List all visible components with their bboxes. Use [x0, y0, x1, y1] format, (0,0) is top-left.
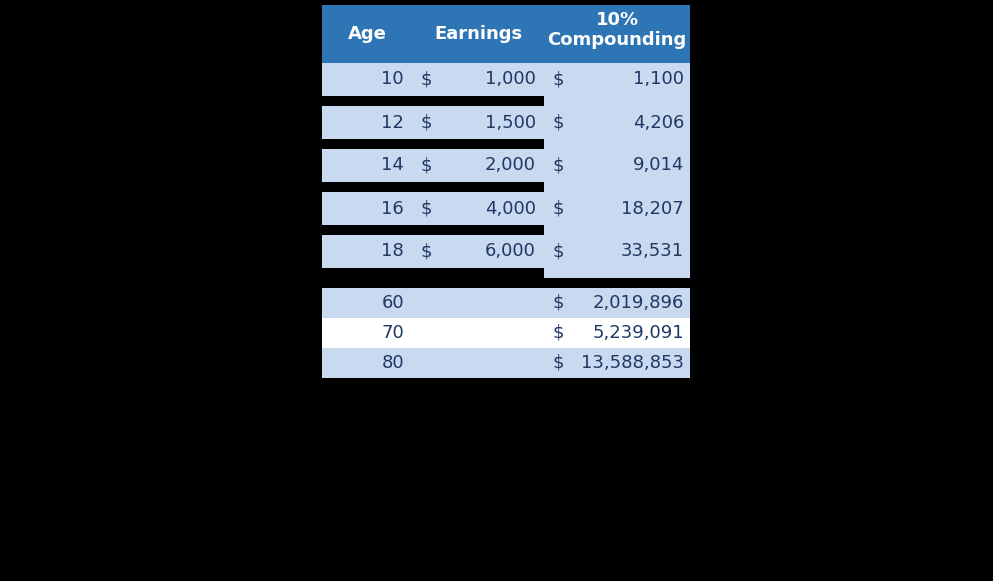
Bar — [322, 225, 544, 235]
Bar — [322, 348, 690, 378]
Bar — [544, 106, 690, 139]
Text: 14: 14 — [381, 156, 404, 174]
Bar — [322, 288, 690, 318]
Text: 33,531: 33,531 — [621, 242, 684, 260]
Text: 60: 60 — [381, 294, 404, 312]
Bar — [322, 139, 544, 149]
Text: 12: 12 — [381, 113, 404, 131]
Bar — [412, 192, 544, 225]
Text: 1,500: 1,500 — [485, 113, 536, 131]
Text: 4,206: 4,206 — [633, 113, 684, 131]
Bar — [322, 5, 690, 63]
Bar — [412, 63, 544, 96]
Text: 80: 80 — [381, 354, 404, 372]
Text: $: $ — [552, 113, 563, 131]
Bar — [412, 235, 544, 268]
Text: $: $ — [420, 242, 432, 260]
Text: 1,000: 1,000 — [486, 70, 536, 88]
Bar — [322, 149, 412, 182]
Bar — [544, 63, 690, 96]
Text: 10: 10 — [381, 70, 404, 88]
Text: 1,100: 1,100 — [633, 70, 684, 88]
Text: $: $ — [420, 156, 432, 174]
Bar — [322, 235, 412, 268]
Text: $: $ — [552, 70, 563, 88]
Bar — [322, 63, 412, 96]
Text: 70: 70 — [381, 324, 404, 342]
Text: $: $ — [420, 113, 432, 131]
Text: $: $ — [552, 324, 563, 342]
Text: Age: Age — [348, 25, 386, 43]
Text: 6,000: 6,000 — [486, 242, 536, 260]
Text: $: $ — [552, 156, 563, 174]
Bar — [544, 225, 690, 235]
Text: $: $ — [552, 294, 563, 312]
Bar — [544, 182, 690, 192]
Text: 10%
Compounding: 10% Compounding — [547, 10, 686, 49]
Bar — [322, 268, 544, 278]
Bar — [544, 139, 690, 149]
Text: 9,014: 9,014 — [633, 156, 684, 174]
Bar — [322, 96, 544, 106]
Bar — [544, 235, 690, 268]
Bar — [412, 149, 544, 182]
Text: 4,000: 4,000 — [485, 199, 536, 217]
Bar — [544, 268, 690, 278]
Text: 18,207: 18,207 — [622, 199, 684, 217]
Bar — [412, 106, 544, 139]
Bar — [322, 192, 412, 225]
Text: 5,239,091: 5,239,091 — [593, 324, 684, 342]
Text: $: $ — [420, 70, 432, 88]
Text: Earnings: Earnings — [434, 25, 522, 43]
Text: $: $ — [420, 199, 432, 217]
Bar — [544, 192, 690, 225]
Text: $: $ — [552, 199, 563, 217]
Bar — [544, 149, 690, 182]
Bar — [322, 182, 544, 192]
Bar — [322, 318, 690, 348]
Text: 13,588,853: 13,588,853 — [581, 354, 684, 372]
Text: $: $ — [552, 242, 563, 260]
Text: $: $ — [552, 354, 563, 372]
Bar — [322, 106, 412, 139]
Bar — [544, 96, 690, 106]
Text: 16: 16 — [381, 199, 404, 217]
Text: 2,019,896: 2,019,896 — [593, 294, 684, 312]
Text: 18: 18 — [381, 242, 404, 260]
Text: 2,000: 2,000 — [485, 156, 536, 174]
